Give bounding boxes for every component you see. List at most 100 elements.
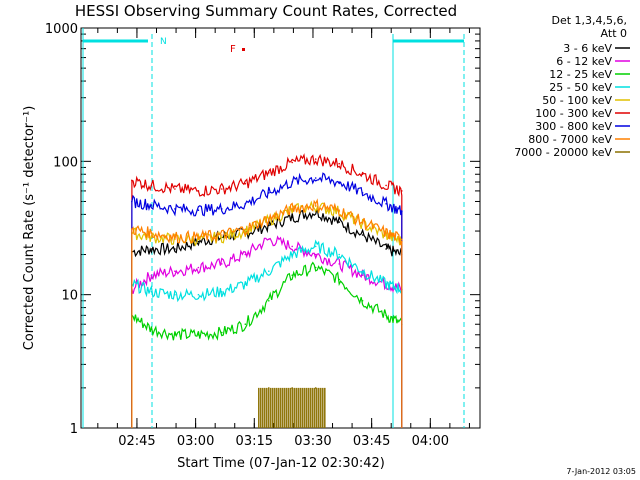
series-point xyxy=(385,283,387,285)
series-point xyxy=(244,182,247,185)
flare-marker xyxy=(242,48,245,51)
series-layer xyxy=(131,153,403,428)
legend-label: 7000 - 20000 keV xyxy=(514,146,612,159)
series-point xyxy=(361,192,364,194)
series-point xyxy=(150,184,153,187)
series-line xyxy=(131,153,403,428)
series-point xyxy=(291,216,294,219)
series-point xyxy=(385,232,387,234)
series-point xyxy=(174,293,176,296)
series-point xyxy=(197,293,200,296)
series-point xyxy=(338,221,341,223)
y-axis-label: Corrected Count Rate (s⁻¹ detector⁻¹) xyxy=(22,106,37,351)
legend-label: 300 - 800 keV xyxy=(535,120,612,133)
series-point xyxy=(291,181,294,183)
series-point xyxy=(385,314,387,317)
x-tick-label: 03:30 xyxy=(294,434,331,449)
series-point xyxy=(401,210,403,213)
series-point xyxy=(268,238,270,241)
series-point xyxy=(338,278,341,281)
series-point xyxy=(268,300,270,302)
night-label: N xyxy=(160,37,167,47)
series-point xyxy=(291,253,294,256)
y-tick-label: 1000 xyxy=(45,22,78,37)
series-25-50-kev xyxy=(131,239,403,428)
y-tick-label: 1 xyxy=(70,422,78,437)
series-point xyxy=(338,181,341,183)
x-axis-label: Start Time (07-Jan-12 02:30:42) xyxy=(177,456,385,471)
series-line xyxy=(258,387,326,428)
series-point xyxy=(314,205,317,208)
flare-label: F xyxy=(230,44,236,55)
series-point xyxy=(314,245,317,248)
series-point xyxy=(385,248,387,250)
series-point xyxy=(338,209,341,211)
series-point xyxy=(361,221,364,223)
series-point xyxy=(150,248,153,250)
series-point xyxy=(385,184,387,187)
series-point xyxy=(131,228,133,230)
x-tick-label: 04:00 xyxy=(412,434,449,449)
series-point xyxy=(268,387,270,389)
footer-date: 7-Jan-2012 03:05 xyxy=(566,467,636,476)
series-point xyxy=(291,245,294,248)
series-point xyxy=(150,274,153,277)
series-point xyxy=(131,179,133,182)
series-point xyxy=(361,173,364,176)
legend-header-1: Det 1,3,4,5,6, xyxy=(551,14,627,27)
legend-label: 3 - 6 keV xyxy=(563,42,612,55)
series-point xyxy=(291,274,294,277)
series-point xyxy=(244,283,247,285)
series-point xyxy=(244,323,247,326)
series-point xyxy=(291,161,294,164)
series-line xyxy=(131,172,403,428)
series-point xyxy=(314,158,317,160)
legend-label: 800 - 7000 keV xyxy=(528,133,612,146)
series-point xyxy=(244,230,247,232)
x-tick-label: 03:15 xyxy=(236,434,273,449)
series-100-300-kev xyxy=(131,153,403,428)
series-point xyxy=(338,253,341,256)
series-point xyxy=(244,253,247,256)
series-point xyxy=(314,266,317,269)
series-point xyxy=(150,291,153,293)
series-point xyxy=(221,188,223,190)
series-800-7000-kev xyxy=(131,198,403,428)
series-point xyxy=(338,162,341,165)
series-point xyxy=(174,208,176,210)
series-point xyxy=(150,236,153,238)
series-point xyxy=(338,263,341,265)
series-point xyxy=(174,334,176,336)
series-point xyxy=(291,387,294,389)
series-point xyxy=(197,266,200,269)
series-point xyxy=(385,203,387,205)
series-point xyxy=(291,209,294,211)
series-point xyxy=(221,331,223,334)
series-point xyxy=(244,228,247,230)
legend-label: 50 - 100 keV xyxy=(542,94,612,107)
series-point xyxy=(174,236,176,238)
series-point xyxy=(197,209,200,211)
chart-title: HESSI Observing Summary Count Rates, Cor… xyxy=(75,2,457,20)
series-point xyxy=(221,236,223,238)
series-point xyxy=(314,253,317,256)
series-point xyxy=(361,270,364,273)
series-point xyxy=(221,234,223,236)
series-point xyxy=(268,172,270,174)
series-line xyxy=(131,198,403,428)
series-point xyxy=(401,238,403,241)
x-tick-label: 03:00 xyxy=(177,434,214,449)
series-point xyxy=(401,190,403,192)
legend-label: 25 - 50 keV xyxy=(549,81,612,94)
series-point xyxy=(268,224,270,227)
series-point xyxy=(314,387,317,389)
series-point xyxy=(221,291,223,293)
series-point xyxy=(244,203,247,205)
series-point xyxy=(268,270,270,273)
series-point xyxy=(174,270,176,273)
legend-label: 12 - 25 keV xyxy=(549,68,612,81)
legend-label: 6 - 12 keV xyxy=(556,55,612,68)
series-point xyxy=(221,208,223,210)
